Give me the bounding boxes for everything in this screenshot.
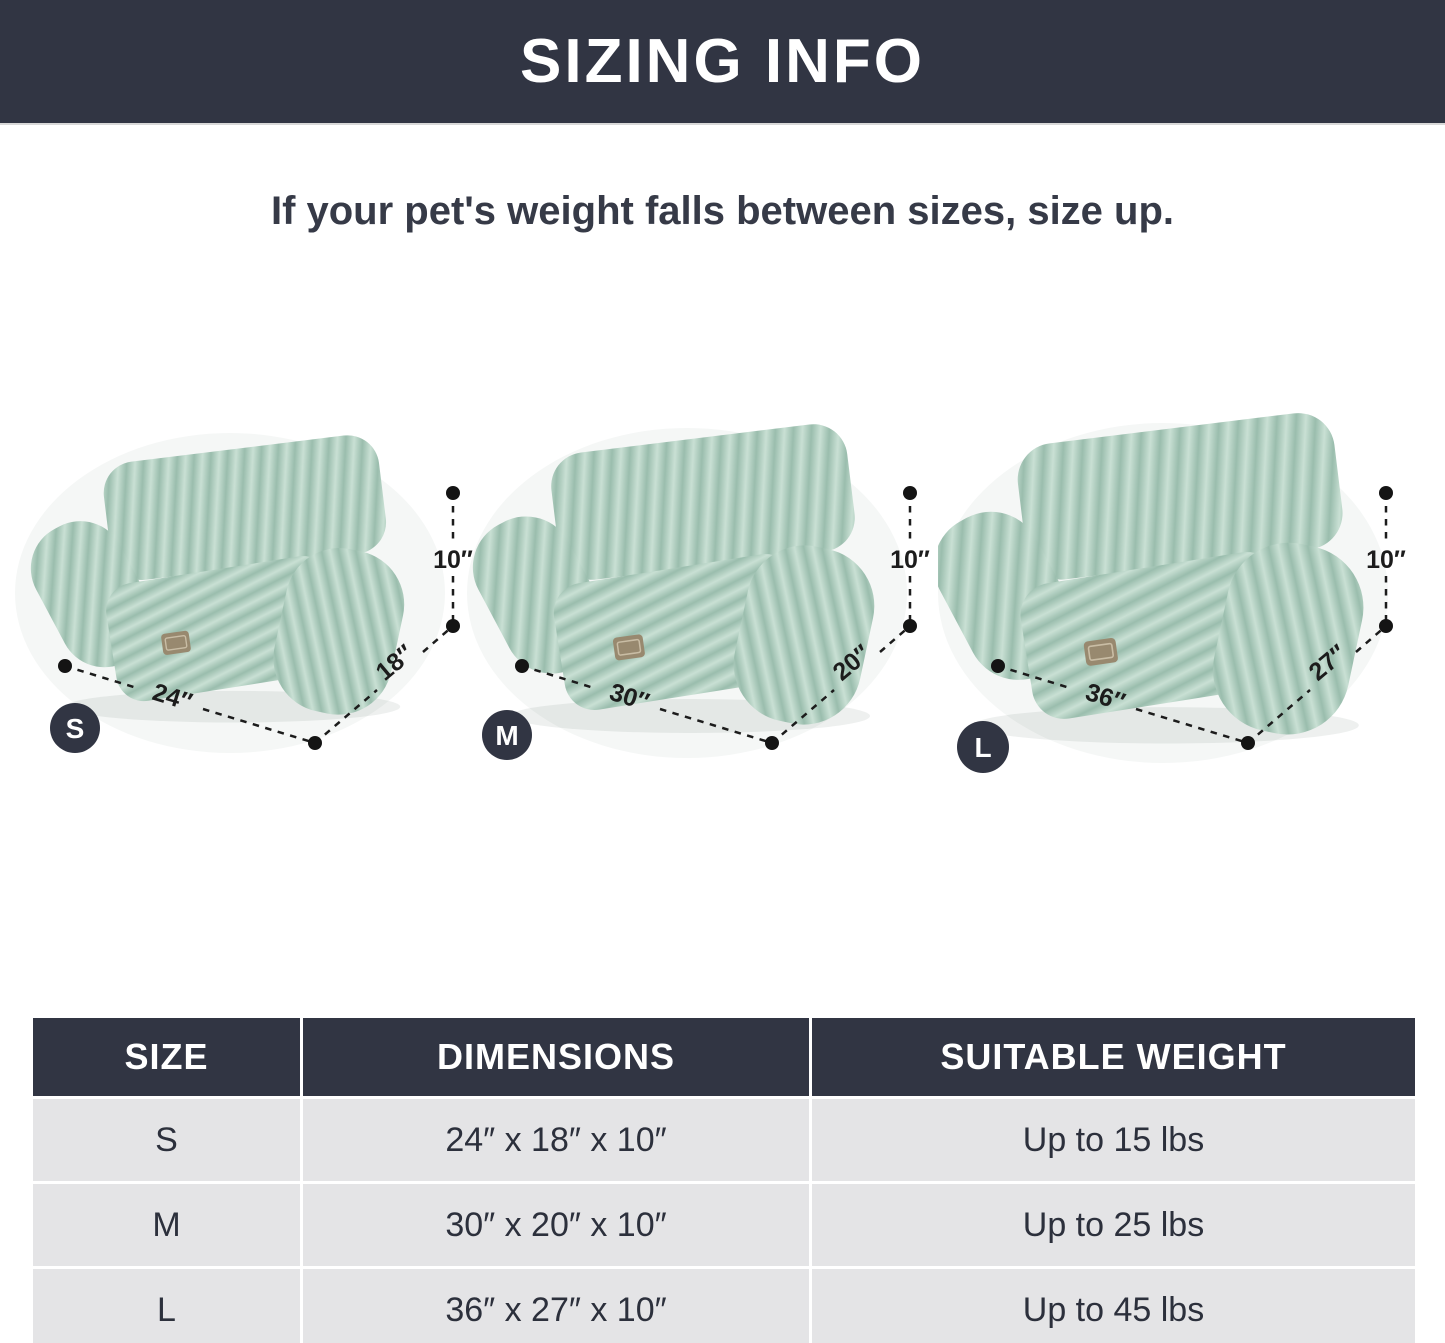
- measure-lines: [997, 493, 1388, 745]
- measure-dots: [515, 486, 917, 750]
- bed-backrest: [551, 424, 855, 580]
- bed-drawing: [30, 435, 405, 723]
- measure-dot: [1379, 486, 1393, 500]
- table-cell-size-s: S: [33, 1099, 300, 1181]
- bed-drawing: [938, 413, 1364, 744]
- size-badge-letter: L: [974, 732, 991, 763]
- bed-brand-tag: [161, 630, 191, 655]
- size-badge: M: [482, 710, 532, 760]
- page-title: SIZING INFO: [520, 27, 925, 96]
- measure-dot: [446, 486, 460, 500]
- bed-right-arm: [1212, 542, 1364, 735]
- sizing-table: SIZE DIMENSIONS SUITABLE WEIGHT S 24″ x …: [33, 1018, 1415, 1343]
- depth-line-a: [1247, 689, 1311, 744]
- height-dimension-label: 10″: [890, 546, 930, 574]
- bed-right-arm: [733, 545, 875, 725]
- bed-drawing: [472, 424, 875, 733]
- measure-dot: [1379, 619, 1393, 633]
- bed-illustration-medium: 30″ 20″ 10″ M: [467, 424, 930, 760]
- table-cell-size-l: L: [33, 1269, 300, 1343]
- bed-illustration-large: 36″ 27″ 10″ L: [938, 413, 1406, 773]
- measure-dot: [515, 659, 529, 673]
- measure-dot: [765, 736, 779, 750]
- table-cell-weight-l: Up to 45 lbs: [812, 1269, 1415, 1343]
- size-badge-circle: [482, 710, 532, 760]
- bed-right-arm: [273, 548, 405, 715]
- column-header-dimensions: DIMENSIONS: [303, 1018, 809, 1096]
- table-cell-dimensions-l: 36″ x 27″ x 10″: [303, 1269, 809, 1343]
- column-header-suitable-weight: SUITABLE WEIGHT: [812, 1018, 1415, 1096]
- bed-illustration-small: 24″ 18″ 10″ S: [15, 433, 473, 753]
- measure-lines: [521, 493, 912, 745]
- header-banner: SIZING INFO: [0, 0, 1445, 125]
- measure-lines: [64, 493, 455, 745]
- table-cell-dimensions-m: 30″ x 20″ x 10″: [303, 1184, 809, 1266]
- size-badge-letter: S: [66, 713, 85, 744]
- measure-dot: [58, 659, 72, 673]
- bed-brand-tag: [612, 634, 645, 661]
- measure-dot: [446, 619, 460, 633]
- size-badge-circle: [957, 721, 1009, 773]
- sizing-note: If your pet's weight falls between sizes…: [270, 189, 1175, 233]
- table-cell-dimensions-s: 24″ x 18″ x 10″: [303, 1099, 809, 1181]
- table-cell-size-m: M: [33, 1184, 300, 1266]
- bed-size-figures: 24″ 18″ 10″ S: [0, 398, 1445, 778]
- size-badge-circle: [50, 703, 100, 753]
- depth-line-a: [314, 689, 378, 744]
- bed-backrest: [103, 435, 387, 581]
- table-cell-weight-m: Up to 25 lbs: [812, 1184, 1415, 1266]
- measure-dot: [991, 659, 1005, 673]
- height-dimension-label: 10″: [1366, 546, 1406, 574]
- height-dimension-label: 10″: [433, 546, 473, 574]
- measure-dot: [903, 486, 917, 500]
- measure-dots: [58, 486, 460, 750]
- table-cell-weight-s: Up to 15 lbs: [812, 1099, 1415, 1181]
- depth-line-a: [771, 689, 835, 744]
- bed-brand-tag: [1083, 638, 1118, 666]
- measure-dot: [308, 736, 322, 750]
- measure-dot: [1241, 736, 1255, 750]
- size-badge-letter: M: [495, 720, 518, 751]
- column-header-size: SIZE: [33, 1018, 300, 1096]
- measure-dots: [991, 486, 1393, 750]
- measure-dot: [903, 619, 917, 633]
- size-badge: L: [957, 721, 1009, 773]
- size-badge: S: [50, 703, 100, 753]
- bed-backrest: [1017, 413, 1343, 580]
